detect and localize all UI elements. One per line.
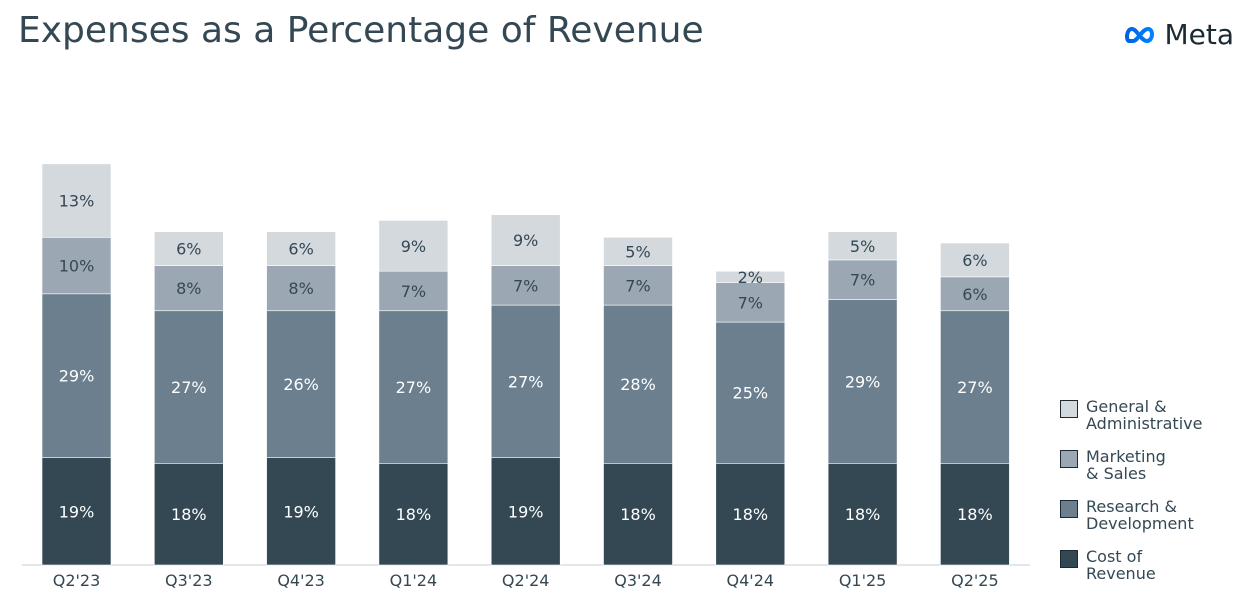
bar-segment: [603, 237, 673, 266]
brand-name: Meta: [1164, 18, 1234, 51]
bar-segment: [940, 462, 1010, 566]
data-label: 8%: [288, 279, 313, 298]
data-label: 19%: [508, 502, 544, 521]
data-label: 6%: [962, 251, 987, 270]
bar-segment: [827, 299, 898, 464]
bar-segment: [490, 214, 561, 266]
legend-item-general-admin: General & Administrative: [1060, 398, 1240, 448]
x-tick-label: Q3'24: [614, 571, 662, 590]
data-label: 18%: [733, 505, 769, 524]
bar-segment: [490, 457, 561, 566]
bar-segment: [154, 265, 224, 312]
data-label: 7%: [625, 276, 650, 295]
bar-segment: [603, 265, 673, 306]
data-label: 18%: [957, 505, 993, 524]
bar-segment: [41, 237, 112, 295]
bar-segment: [940, 242, 1010, 278]
data-label: 7%: [738, 293, 763, 312]
page-title: Expenses as a Percentage of Revenue: [18, 10, 704, 51]
data-label: 25%: [733, 384, 769, 403]
bar-segment: [715, 462, 786, 566]
data-label: 29%: [59, 367, 95, 386]
bar-segment: [490, 304, 561, 458]
data-label: 7%: [850, 271, 875, 290]
data-label: 9%: [401, 237, 426, 256]
data-label: 27%: [957, 378, 993, 397]
x-tick-label: Q2'24: [502, 571, 550, 590]
data-label: 19%: [59, 502, 95, 521]
bar-segment: [490, 265, 561, 306]
x-tick-label: Q1'25: [839, 571, 887, 590]
data-label: 13%: [59, 192, 95, 211]
bar-segment: [827, 231, 898, 261]
data-label: 6%: [962, 285, 987, 304]
data-label: 7%: [513, 276, 538, 295]
data-label: 10%: [59, 257, 95, 276]
bar-segment: [154, 231, 224, 266]
legend-label: General & Administrative: [1086, 397, 1203, 433]
bar-segment: [827, 462, 898, 566]
data-label: 26%: [283, 375, 319, 394]
data-label: 7%: [401, 282, 426, 301]
x-tick-label: Q2'25: [951, 571, 999, 590]
x-tick-label: Q4'24: [727, 571, 775, 590]
bar-segment: [266, 310, 336, 458]
legend-swatch: [1060, 500, 1078, 518]
data-label: 18%: [396, 505, 432, 524]
data-label: 5%: [850, 237, 875, 256]
data-label: 18%: [171, 505, 207, 524]
data-label: 28%: [620, 375, 656, 394]
data-label: 6%: [288, 240, 313, 259]
legend-swatch: [1060, 550, 1078, 568]
legend-label: Research & Development: [1086, 497, 1194, 533]
bar-segment: [266, 231, 336, 266]
x-tick-label: Q4'23: [277, 571, 325, 590]
legend-swatch: [1060, 450, 1078, 468]
bar-segment: [266, 265, 336, 312]
x-tick-label: Q3'23: [165, 571, 213, 590]
bar-segment: [41, 457, 112, 566]
data-label: 27%: [508, 372, 544, 391]
meta-infinity-logo-icon: [1125, 26, 1155, 43]
legend-label: Cost of Revenue: [1086, 547, 1156, 583]
bar-segment: [378, 270, 449, 312]
data-label: 19%: [283, 502, 319, 521]
bar-segment: [715, 270, 786, 283]
legend-label: Marketing & Sales: [1086, 447, 1166, 483]
x-tick-label: Q2'23: [53, 571, 101, 590]
bar-segment: [266, 457, 336, 566]
bar-segment: [378, 462, 449, 566]
brand-logo: Meta: [1118, 18, 1234, 51]
bar-segment: [41, 293, 112, 458]
data-label: 27%: [396, 378, 432, 397]
legend-item-research-development: Research & Development: [1060, 498, 1240, 548]
bar-segment: [154, 310, 224, 464]
bar-segment: [41, 163, 112, 238]
bar-segment: [715, 321, 786, 464]
bar-segment: [603, 304, 673, 464]
bar-segment: [827, 259, 898, 300]
bar-segment: [603, 462, 673, 566]
legend-item-cost-of-revenue: Cost of Revenue: [1060, 548, 1240, 598]
data-label: 8%: [176, 279, 201, 298]
data-label: 27%: [171, 378, 207, 397]
data-label: 2%: [738, 268, 763, 287]
legend-item-marketing-sales: Marketing & Sales: [1060, 448, 1240, 498]
x-tick-label: Q1'24: [390, 571, 438, 590]
bar-segment: [940, 276, 1010, 312]
data-label: 18%: [620, 505, 656, 524]
data-label: 9%: [513, 231, 538, 250]
legend-swatch: [1060, 400, 1078, 418]
bar-segment: [154, 462, 224, 566]
data-label: 18%: [845, 505, 881, 524]
bar-segment: [378, 220, 449, 272]
data-label: 29%: [845, 372, 881, 391]
data-label: 6%: [176, 240, 201, 259]
chart-legend: General & Administrative Marketing & Sal…: [1060, 398, 1240, 598]
data-label: 5%: [625, 242, 650, 261]
